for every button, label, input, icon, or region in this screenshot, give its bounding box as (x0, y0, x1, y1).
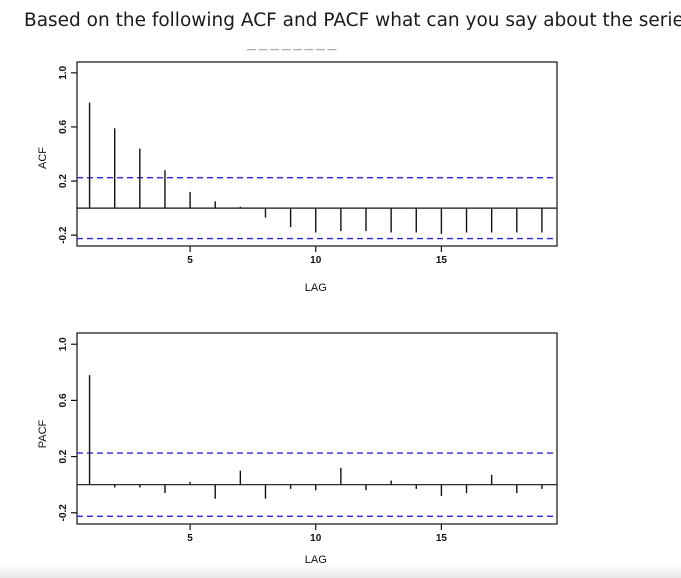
acf-panel: -0.2 0.2 0.6 1.0 5 10 15 LAG ACF (37, 61, 558, 294)
x-tick-label: 15 (436, 255, 448, 266)
y-tick-label: 0.2 (58, 449, 69, 463)
y-tick-label: 0.6 (58, 393, 69, 407)
x-tick-label: 10 (310, 255, 322, 266)
y-tick-label: 0.6 (58, 120, 69, 134)
plot-frame (76, 332, 558, 525)
y-tick-label: 0.2 (58, 174, 69, 188)
y-tick-label: -0.2 (58, 504, 69, 522)
plot-frame (76, 61, 558, 247)
x-tick-label: 5 (187, 533, 193, 544)
bottom-edge (0, 564, 681, 578)
x-tick-label: 10 (310, 533, 322, 544)
x-axis-label: LAG (305, 554, 327, 566)
y-tick-label: -0.2 (58, 226, 69, 244)
pacf-panel: -0.2 0.2 0.6 1.0 5 10 15 LAG PACF (37, 332, 558, 566)
x-tick-label: 5 (187, 255, 193, 266)
y-axis-label: PACF (37, 419, 49, 448)
y-axis-label: ACF (37, 147, 49, 169)
x-tick-label: 15 (436, 533, 448, 544)
y-tick-label: 1.0 (58, 65, 69, 79)
question-text: Based on the following ACF and PACF what… (24, 10, 681, 31)
x-axis-label: LAG (305, 282, 327, 294)
faint-header-fragment: — — — — — — — — (247, 44, 337, 54)
y-tick-label: 1.0 (58, 337, 69, 351)
